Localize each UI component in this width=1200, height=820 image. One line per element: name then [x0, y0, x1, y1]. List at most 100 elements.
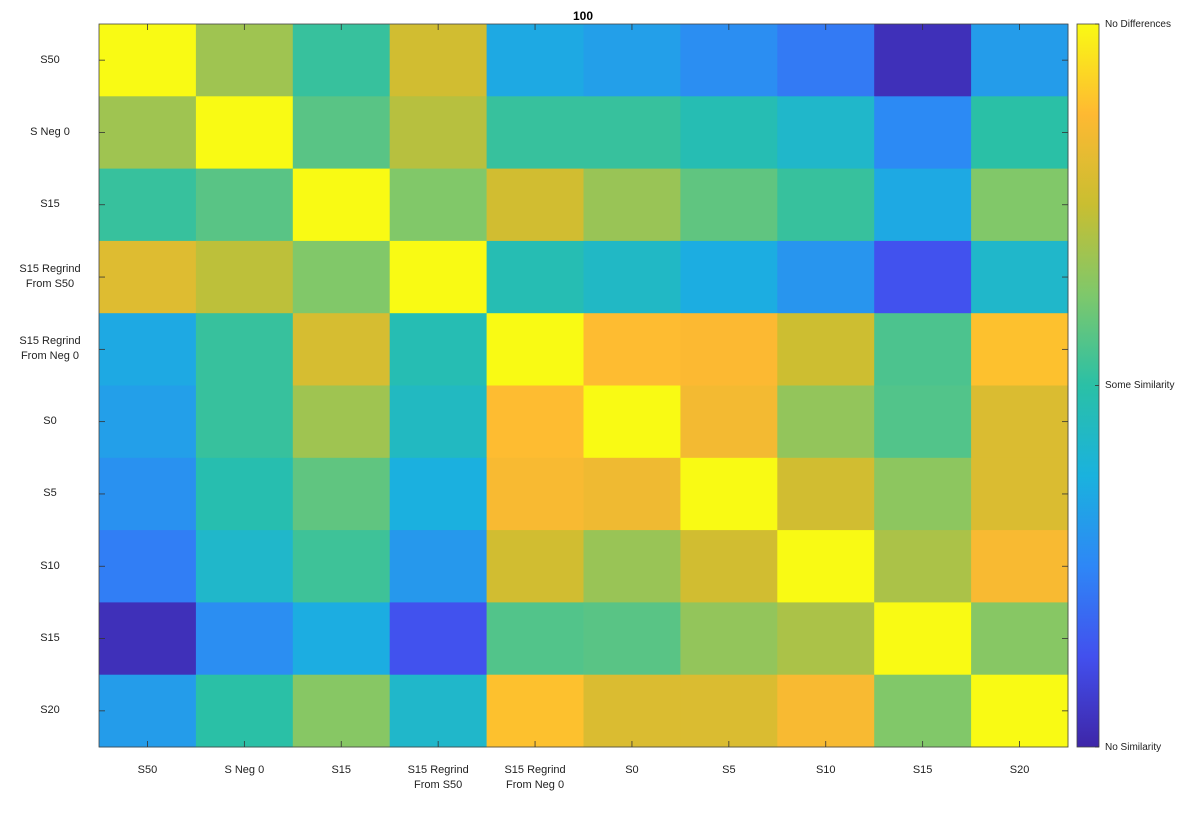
- heatmap-cell: [680, 168, 778, 242]
- heatmap-cell: [583, 602, 681, 676]
- heatmap-cell: [389, 24, 488, 97]
- heatmap-cell: [486, 168, 584, 242]
- heatmap-cell: [99, 96, 197, 170]
- heatmap-cell: [99, 530, 197, 603]
- heatmap-cell: [874, 240, 972, 314]
- heatmap-cell: [486, 674, 584, 748]
- heatmap-cell: [486, 240, 584, 314]
- plot-frame: [98, 23, 1069, 748]
- y-tick-label: S5: [43, 487, 57, 500]
- heatmap-cell: [583, 96, 681, 170]
- heatmap-cell: [195, 240, 294, 314]
- heatmap-cell: [486, 24, 584, 97]
- heatmap-cell: [680, 385, 778, 459]
- heatmap-cell: [389, 385, 488, 459]
- y-tick-label: S15 Regrind From S50: [19, 263, 81, 291]
- heatmap-cell: [389, 457, 488, 531]
- heatmap-cell: [777, 24, 875, 97]
- heatmap-cell: [389, 96, 488, 170]
- heatmap-cell: [874, 313, 972, 386]
- heatmap-cell: [777, 602, 875, 676]
- heatmap-cell: [486, 530, 584, 603]
- heatmap-cell: [389, 530, 488, 603]
- heatmap-cell: [583, 240, 681, 314]
- heatmap-cell: [777, 168, 875, 242]
- heatmap-cell: [777, 530, 875, 603]
- heatmap-cell: [583, 457, 681, 531]
- heatmap-cell: [874, 674, 972, 748]
- heatmap-cell: [777, 385, 875, 459]
- heatmap-cell: [389, 168, 488, 242]
- heatmap-cell: [680, 674, 778, 748]
- heatmap-cell: [99, 313, 197, 386]
- heatmap-cell: [99, 602, 197, 676]
- heatmap-cell: [583, 530, 681, 603]
- x-tick-label: S Neg 0: [224, 764, 265, 776]
- heatmap-cell: [971, 530, 1069, 603]
- heatmap-cell: [292, 457, 391, 531]
- x-tick-label: S15: [331, 764, 352, 776]
- heatmap-cell: [971, 240, 1069, 314]
- heatmap-cell: [680, 313, 778, 386]
- y-tick-label: S10: [40, 559, 60, 572]
- chart-title: 100: [572, 9, 594, 23]
- heatmap-cell: [486, 602, 584, 676]
- y-tick-label: S15: [40, 198, 60, 211]
- heatmap-cell: [195, 168, 294, 242]
- colorbar-tick-label: No Differences: [1105, 18, 1171, 30]
- heatmap-cell: [777, 240, 875, 314]
- heatmap-cell: [680, 240, 778, 314]
- x-tick-label: S15: [912, 764, 933, 776]
- y-tick-label: S0: [43, 415, 57, 428]
- heatmap-cell: [292, 674, 391, 748]
- heatmap-cell: [583, 168, 681, 242]
- heatmap-cell: [971, 457, 1069, 531]
- heatmap-cell: [99, 674, 197, 748]
- heatmap-cell: [99, 385, 197, 459]
- heatmap-cell: [292, 96, 391, 170]
- heatmap-cell: [971, 24, 1069, 97]
- heatmap-cell: [583, 313, 681, 386]
- heatmap-cell: [777, 457, 875, 531]
- x-tick-label: S15 Regrind From S50: [407, 764, 469, 791]
- heatmap-cell: [292, 313, 391, 386]
- heatmap-cell: [874, 96, 972, 170]
- heatmap-cell: [680, 602, 778, 676]
- heatmap-cell: [99, 457, 197, 531]
- heatmap-cell: [680, 96, 778, 170]
- x-tick-label: S20: [1009, 764, 1030, 776]
- heatmap-cell: [971, 168, 1069, 242]
- heatmap-cell: [292, 530, 391, 603]
- heatmap-cell: [195, 313, 294, 386]
- heatmap-cell: [583, 674, 681, 748]
- heatmap-cell: [195, 602, 294, 676]
- colorbar-tick-label: No Similarity: [1105, 741, 1162, 753]
- heatmap-cell: [195, 385, 294, 459]
- heatmap-cell: [292, 24, 391, 97]
- heatmap-cell: [389, 240, 488, 314]
- heatmap-cell: [777, 313, 875, 386]
- heatmap-cell: [971, 674, 1069, 748]
- heatmap-cell: [971, 602, 1069, 676]
- heatmap-cell: [583, 24, 681, 97]
- heatmap-cell: [874, 168, 972, 242]
- heatmap-cell: [486, 313, 584, 386]
- heatmap-cell: [874, 530, 972, 603]
- heatmap-cell: [971, 385, 1069, 459]
- heatmap-cell: [486, 457, 584, 531]
- heatmap-cell: [874, 457, 972, 531]
- heatmap-cell: [874, 602, 972, 676]
- heatmap-cell: [971, 96, 1069, 170]
- x-tick-label: S0: [625, 764, 639, 776]
- heatmap-cell: [777, 674, 875, 748]
- heatmap-cell: [389, 602, 488, 676]
- x-tick-label: S5: [722, 764, 736, 776]
- y-tick-label: S15 Regrind From Neg 0: [19, 335, 81, 363]
- x-tick-label: S15 Regrind From Neg 0: [504, 764, 566, 791]
- heatmap-cell: [292, 168, 391, 242]
- heatmap-cell: [195, 530, 294, 603]
- heatmap-cell: [195, 457, 294, 531]
- y-tick-label: S50: [40, 53, 60, 66]
